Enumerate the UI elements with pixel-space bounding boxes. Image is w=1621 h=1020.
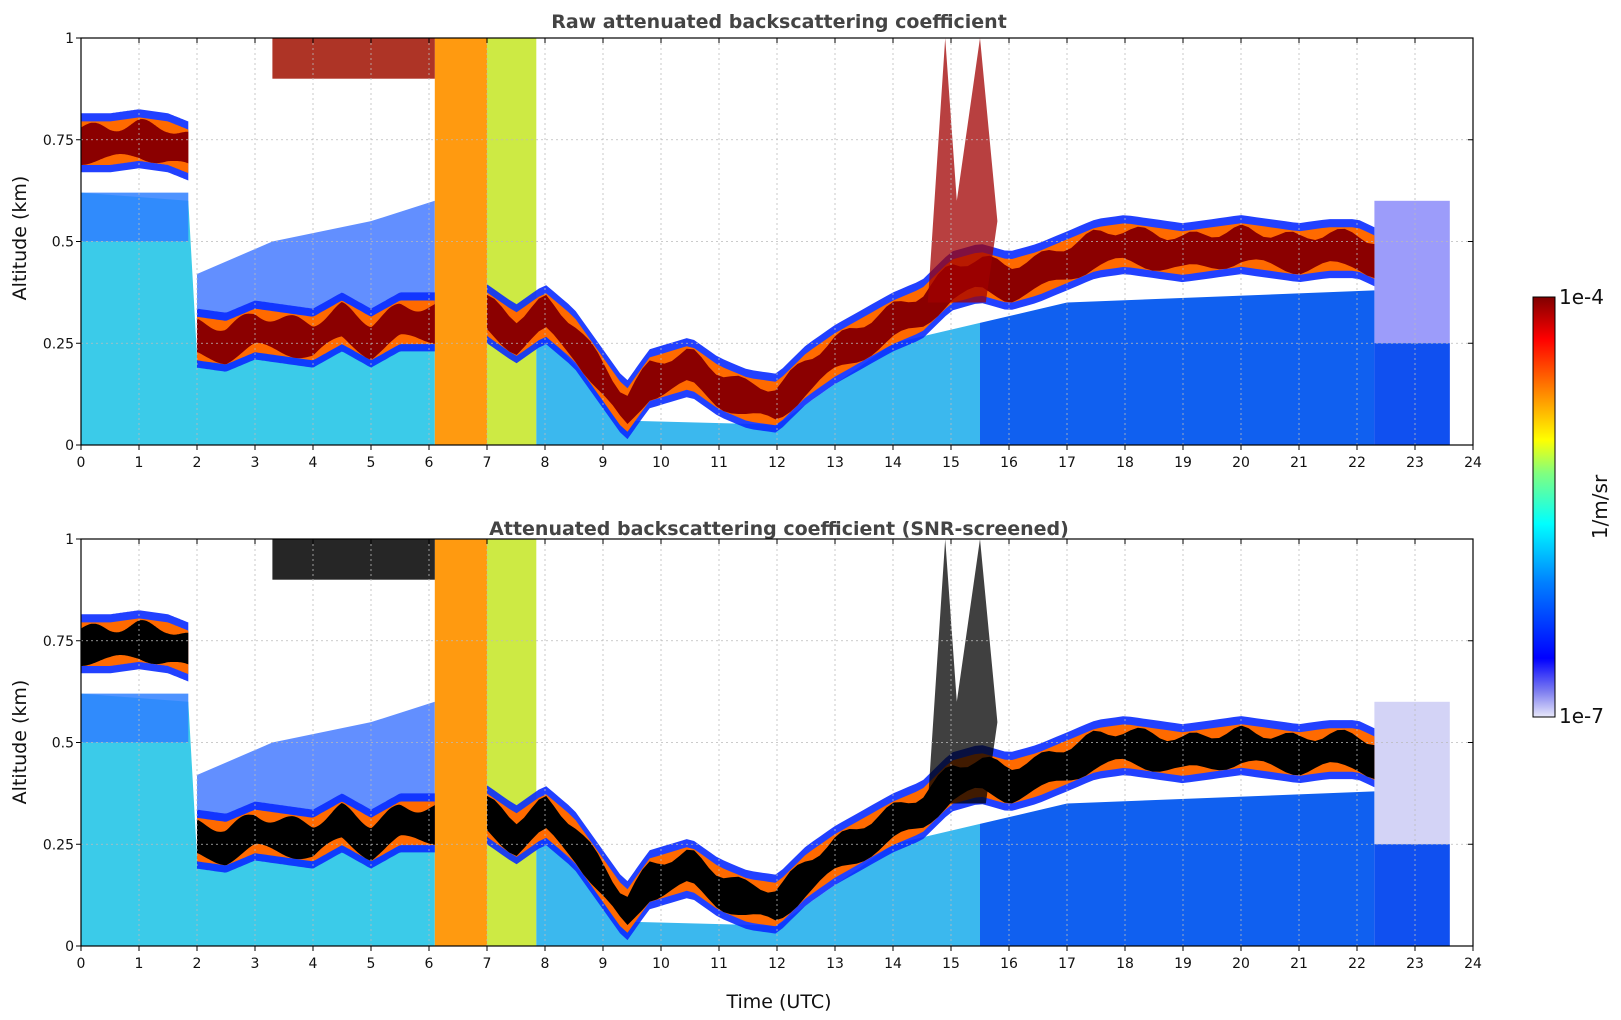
cloud-layer-1	[81, 620, 189, 666]
x-tick-label: 13	[826, 956, 844, 972]
x-tick-label: 1	[135, 455, 144, 471]
precipitation-column	[434, 38, 487, 445]
aerosol-upper-morning	[81, 192, 189, 242]
cloud-layer-1	[81, 119, 189, 165]
x-tick-label: 6	[425, 956, 434, 972]
aerosol-layer-day	[536, 322, 980, 445]
y-tick-label: 0	[65, 438, 74, 454]
colorbar-min-label: 1e-7	[1559, 704, 1604, 728]
x-tick-label: 6	[425, 455, 434, 471]
x-tick-label: 23	[1406, 455, 1424, 471]
x-tick-label: 4	[309, 455, 318, 471]
snr-screened-backscatter-panel: Attenuated backscattering coefficient (S…	[9, 518, 1482, 1013]
x-tick-label: 1	[135, 956, 144, 972]
x-tick-label: 13	[826, 455, 844, 471]
x-tick-label: 7	[483, 455, 492, 471]
x-tick-label: 24	[1464, 956, 1482, 972]
y-tick-label: 0.5	[52, 235, 74, 251]
y-tick-label: 0.5	[52, 736, 74, 752]
colorbar-units-label: 1/m/sr	[1588, 474, 1612, 539]
y-axis-label: Altitude (km)	[9, 176, 31, 301]
surface-layer-late	[1374, 844, 1450, 946]
high-cloud-patch	[272, 38, 435, 79]
x-tick-label: 21	[1290, 956, 1308, 972]
x-tick-label: 7	[483, 956, 492, 972]
x-tick-label: 19	[1174, 455, 1192, 471]
y-tick-label: 0.25	[43, 336, 74, 352]
y-tick-label: 0.25	[43, 837, 74, 853]
x-tick-label: 2	[193, 455, 202, 471]
convective-cloud-spike	[927, 38, 998, 303]
axes: 0 1 2 3 4 5 6 7 8 9 10 11 12 13 14 15 16 17 18 19 20 21 22 23 24…	[43, 532, 1482, 972]
aerosol-layer-morning	[81, 693, 435, 946]
x-tick-label: 0	[77, 455, 86, 471]
colorbar: 1e-4 1e-7 1/m/sr	[1532, 285, 1612, 728]
x-tick-label: 9	[599, 956, 608, 972]
x-tick-label: 14	[884, 956, 902, 972]
axes: 0 1 2 3 4 5 6 7 8 9 10 11 12 13 14 15 16 17 18 19 20 21 22 23 24…	[43, 31, 1482, 471]
x-tick-label: 20	[1232, 956, 1250, 972]
x-tick-label: 24	[1464, 455, 1482, 471]
aerosol-layer-evening	[980, 290, 1375, 445]
cloud-layer-3	[487, 725, 1375, 925]
panel-title: Attenuated backscattering coefficient (S…	[489, 518, 1069, 540]
y-axis-label: Altitude (km)	[9, 680, 31, 805]
x-tick-label: 15	[942, 455, 960, 471]
x-tick-label: 4	[309, 956, 318, 972]
y-tick-label: 0.75	[43, 133, 74, 149]
y-tick-label: 0.75	[43, 634, 74, 650]
x-tick-label: 10	[652, 956, 670, 972]
y-tick-label: 0	[65, 939, 74, 955]
x-tick-label: 0	[77, 956, 86, 972]
x-tick-label: 17	[1058, 455, 1076, 471]
x-tick-label: 18	[1116, 455, 1134, 471]
x-tick-label: 14	[884, 455, 902, 471]
x-tick-label: 17	[1058, 956, 1076, 972]
x-tick-label: 5	[367, 455, 376, 471]
aerosol-layer-morning	[81, 192, 435, 445]
x-tick-label: 8	[541, 956, 550, 972]
x-tick-label: 19	[1174, 956, 1192, 972]
aerosol-layer-evening	[980, 791, 1375, 946]
high-cloud-patch	[272, 539, 435, 580]
x-tick-label: 5	[367, 956, 376, 972]
aerosol-layer-day	[536, 823, 980, 946]
x-tick-label: 2	[193, 956, 202, 972]
x-tick-label: 18	[1116, 956, 1134, 972]
x-tick-label: 21	[1290, 455, 1308, 471]
x-tick-label: 23	[1406, 956, 1424, 972]
x-axis-label: Time (UTC)	[725, 991, 831, 1013]
y-tick-label: 1	[65, 31, 74, 47]
cloud-layer-2	[197, 803, 435, 866]
cloud-layer-2	[197, 302, 435, 365]
x-tick-label: 11	[710, 455, 728, 471]
colorbar-gradient	[1532, 296, 1556, 718]
convective-cloud-spike	[927, 539, 998, 804]
x-tick-label: 3	[251, 455, 260, 471]
y-tick-label: 1	[65, 532, 74, 548]
x-tick-label: 22	[1348, 455, 1366, 471]
precipitation-column	[434, 539, 487, 946]
cloud-layer-3	[487, 224, 1375, 424]
x-tick-label: 12	[768, 455, 786, 471]
x-tick-label: 16	[1000, 455, 1018, 471]
x-tick-label: 8	[541, 455, 550, 471]
x-tick-label: 20	[1232, 455, 1250, 471]
colorbar-max-label: 1e-4	[1559, 285, 1604, 309]
aerosol-upper-morning	[81, 693, 189, 743]
x-tick-label: 10	[652, 455, 670, 471]
surface-layer-late	[1374, 343, 1450, 445]
x-tick-label: 9	[599, 455, 608, 471]
x-tick-label: 16	[1000, 956, 1018, 972]
x-tick-label: 12	[768, 956, 786, 972]
x-tick-label: 3	[251, 956, 260, 972]
panel-title: Raw attenuated backscattering coefficien…	[551, 11, 1007, 33]
x-tick-label: 22	[1348, 956, 1366, 972]
x-tick-label: 15	[942, 956, 960, 972]
raw-backscatter-panel: Raw attenuated backscattering coefficien…	[9, 11, 1482, 471]
x-tick-label: 11	[710, 956, 728, 972]
